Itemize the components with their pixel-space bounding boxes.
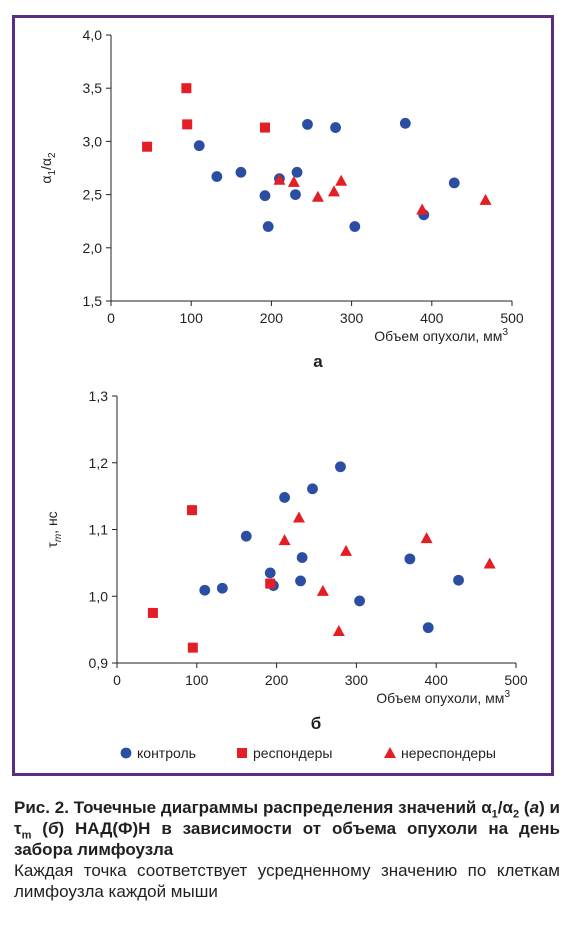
panel-b-x-tick-label: 0: [113, 672, 121, 688]
panel-a-responder-point: [142, 141, 153, 152]
panel-a-responder-point: [182, 119, 193, 130]
panel-a-control-point: [262, 221, 274, 232]
legend-marker-circle: [120, 747, 132, 759]
panel-b-x-tick-label: 200: [265, 672, 289, 688]
panel-b-nonresponder-point: [420, 532, 433, 544]
legend-label: нереспондеры: [401, 745, 496, 761]
panel-a-x-axis-label: Объем опухоли, мм3: [374, 327, 508, 344]
panel-a-control-point: [235, 166, 247, 178]
panel-a-nonresponder-point: [335, 174, 348, 186]
panel-a-control-point: [211, 171, 223, 182]
panel-a-responder-point: [181, 83, 192, 94]
panel-b-panel-label: б: [311, 714, 322, 733]
panel-a-nonresponder-point: [479, 193, 492, 205]
panel-b-control-point: [354, 595, 365, 607]
panel-b-control-point: [307, 483, 318, 495]
caption-text: Каждая точка соответствует усредненному …: [14, 861, 560, 901]
panel-a-y-tick-label: 4,0: [83, 27, 103, 43]
figure-plots: 0 100 200 300 400 500 1,5 2,0 2,5 3,0 3,5 4,0 Объем …: [38, 27, 528, 761]
panel-b-nonresponder-point: [278, 534, 291, 546]
panel-a-responder-point: [259, 122, 270, 133]
panel-b-control-point: [240, 530, 252, 542]
panel-b-control-point: [216, 582, 228, 594]
panel-a-nonresponder-point: [416, 203, 429, 215]
panel-a-y-tick-label: 1,5: [83, 293, 103, 309]
panel-b-nonresponder-point: [340, 544, 353, 556]
panel-b-y-tick-label: 1,1: [89, 522, 109, 538]
panel-b-control-point: [296, 552, 308, 563]
panel-a-y-axis-label: α1/α2: [38, 152, 58, 184]
panel-a-y-tick-label: 3,5: [83, 80, 103, 96]
panel-a-control-point: [291, 166, 303, 178]
figure-frame: [12, 15, 554, 776]
panel-a-y-tick-label: 2,0: [83, 240, 103, 256]
panel-b-responder-point: [147, 607, 158, 618]
panel-b-nonresponder-point: [483, 557, 496, 569]
panel-b-y-tick-label: 1,2: [89, 455, 109, 471]
panel-b-nonresponder-point: [332, 624, 345, 636]
panel-b-x-tick-label: 300: [345, 672, 369, 688]
panel-a-x-tick-label: 500: [500, 310, 524, 326]
scatter-panel-b: 0 100 200 300 400 500 0,9 1,0 1,1 1,2 1,3 Объем опу…: [44, 388, 528, 733]
panel-a-control-point: [448, 177, 460, 189]
legend-label: респондеры: [253, 745, 332, 761]
figure-caption: Рис. 2. Точечные диаграммы распределения…: [14, 797, 560, 902]
panel-b-control-point: [422, 622, 434, 634]
panel-b-control-point: [404, 553, 416, 565]
legend: контроль респондеры нереспондеры: [120, 745, 496, 761]
panel-b-x-tick-label: 400: [425, 672, 449, 688]
panel-b-y-tick-label: 0,9: [89, 655, 109, 671]
legend-label: контроль: [137, 745, 196, 761]
panel-a-x-tick-label: 0: [107, 310, 115, 326]
panel-a-control-point: [259, 190, 271, 202]
panel-b-x-tick-label: 500: [504, 672, 528, 688]
scatter-panel-a: 0 100 200 300 400 500 1,5 2,0 2,5 3,0 3,5 4,0 Объем …: [38, 27, 524, 371]
panel-b-nonresponder-point: [316, 584, 329, 596]
panel-a-x-tick-label: 300: [340, 310, 364, 326]
panel-a-nonresponder-point: [273, 173, 286, 185]
panel-a-y-tick-label: 3,0: [83, 133, 103, 149]
panel-a-control-point: [290, 189, 301, 201]
panel-b-x-tick-label: 100: [185, 672, 209, 688]
panel-a-panel-label: а: [313, 352, 323, 371]
panel-b-control-point: [295, 575, 306, 587]
panel-a-control-point: [193, 140, 205, 152]
panel-b-x-axis-label: Объем опухоли, мм3: [376, 689, 510, 706]
panel-b-responder-point: [187, 505, 198, 516]
legend-marker-triangle: [384, 747, 396, 758]
panel-a-control-point: [399, 117, 411, 129]
panel-b-y-tick-label: 1,0: [89, 588, 109, 604]
panel-a-y-tick-label: 2,5: [83, 187, 103, 203]
panel-b-control-point: [199, 584, 211, 596]
panel-b-nonresponder-point: [292, 511, 305, 523]
panel-b-responder-point: [187, 642, 198, 653]
panel-b-control-point: [264, 567, 276, 579]
panel-a-nonresponder-point: [311, 190, 324, 202]
panel-a-nonresponder-point: [287, 175, 300, 187]
legend-marker-square: [237, 748, 247, 758]
panel-a-control-point: [330, 122, 341, 133]
panel-b-responder-point: [265, 578, 276, 589]
panel-a-control-point: [349, 221, 361, 232]
panel-a-x-tick-label: 100: [180, 310, 204, 326]
panel-b-y-axis-label: τm, нс: [44, 511, 64, 547]
panel-a-nonresponder-point: [327, 185, 340, 197]
panel-a-x-tick-label: 200: [260, 310, 284, 326]
panel-b-y-tick-label: 1,3: [89, 388, 109, 404]
panel-a-control-point: [302, 118, 313, 130]
panel-b-control-point: [453, 574, 464, 586]
panel-b-control-point: [279, 492, 290, 503]
panel-b-control-point: [335, 461, 346, 473]
caption-title: Рис. 2. Точечные диаграммы распределения…: [14, 798, 560, 859]
panel-a-x-tick-label: 400: [420, 310, 444, 326]
